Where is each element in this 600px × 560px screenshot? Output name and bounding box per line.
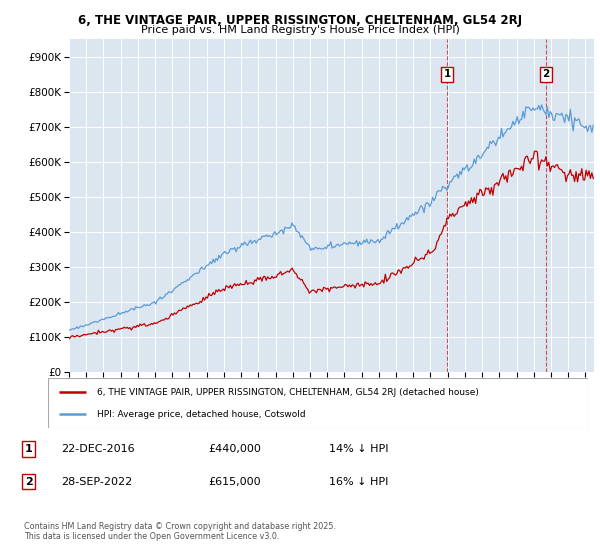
Text: Price paid vs. HM Land Registry's House Price Index (HPI): Price paid vs. HM Land Registry's House … bbox=[140, 25, 460, 35]
Text: 2: 2 bbox=[25, 477, 32, 487]
Text: 6, THE VINTAGE PAIR, UPPER RISSINGTON, CHELTENHAM, GL54 2RJ (detached house): 6, THE VINTAGE PAIR, UPPER RISSINGTON, C… bbox=[97, 388, 478, 396]
Text: £440,000: £440,000 bbox=[208, 444, 261, 454]
Text: 16% ↓ HPI: 16% ↓ HPI bbox=[329, 477, 388, 487]
Text: £615,000: £615,000 bbox=[208, 477, 260, 487]
Text: 1: 1 bbox=[443, 69, 451, 80]
Text: HPI: Average price, detached house, Cotswold: HPI: Average price, detached house, Cots… bbox=[97, 410, 305, 419]
Text: 22-DEC-2016: 22-DEC-2016 bbox=[61, 444, 134, 454]
Text: 6, THE VINTAGE PAIR, UPPER RISSINGTON, CHELTENHAM, GL54 2RJ: 6, THE VINTAGE PAIR, UPPER RISSINGTON, C… bbox=[78, 14, 522, 27]
Text: 2: 2 bbox=[542, 69, 550, 80]
Text: 1: 1 bbox=[25, 444, 32, 454]
Text: Contains HM Land Registry data © Crown copyright and database right 2025.
This d: Contains HM Land Registry data © Crown c… bbox=[24, 522, 336, 542]
FancyBboxPatch shape bbox=[48, 378, 588, 428]
Text: 14% ↓ HPI: 14% ↓ HPI bbox=[329, 444, 388, 454]
Text: 28-SEP-2022: 28-SEP-2022 bbox=[61, 477, 132, 487]
